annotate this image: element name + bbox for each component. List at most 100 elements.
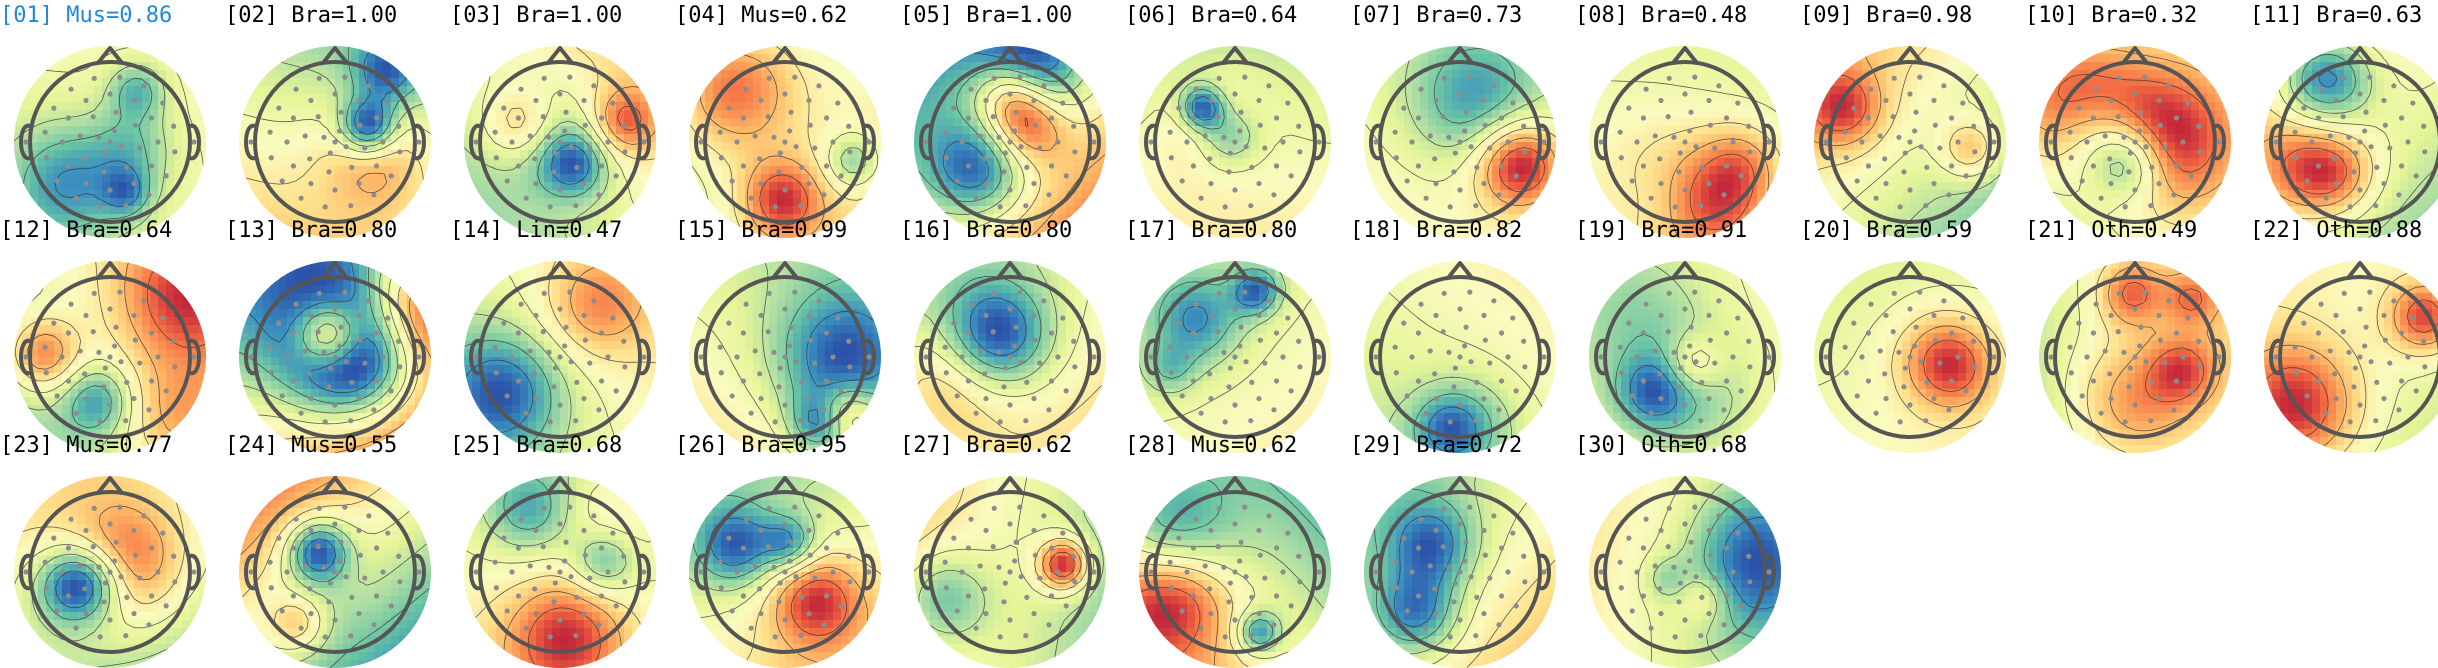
field-cell xyxy=(1187,46,1196,55)
component-topomap-02[interactable]: [02] Bra=1.00 xyxy=(225,2,445,238)
field-cell xyxy=(38,118,47,127)
field-cell xyxy=(1757,46,1766,55)
field-cell xyxy=(994,110,1003,119)
field-cell xyxy=(343,206,352,215)
field-cell xyxy=(504,126,513,135)
component-topomap-03[interactable]: [03] Bra=1.00 xyxy=(450,2,670,238)
field-cell xyxy=(1026,78,1035,87)
field-cell xyxy=(1460,182,1469,191)
field-cell xyxy=(271,198,280,207)
field-cell xyxy=(1219,46,1228,55)
field-cell xyxy=(1050,190,1059,199)
component-topomap-06[interactable]: [06] Bra=0.64 xyxy=(1125,2,1345,238)
field-cell xyxy=(303,166,312,175)
field-cell xyxy=(1243,94,1252,103)
field-cell xyxy=(271,102,280,111)
field-cell xyxy=(1018,134,1027,143)
field-cell xyxy=(536,198,545,207)
field-cell xyxy=(198,190,206,199)
field-cell xyxy=(271,110,280,119)
field-cell xyxy=(697,54,706,63)
field-cell xyxy=(632,174,641,183)
field-cell xyxy=(118,78,127,87)
field-cell xyxy=(1685,150,1694,159)
field-cell xyxy=(1420,94,1429,103)
field-cell xyxy=(464,150,473,159)
field-cell xyxy=(1090,54,1099,63)
field-cell xyxy=(697,182,706,191)
field-cell xyxy=(1388,166,1397,175)
field-cell xyxy=(1637,142,1646,151)
field-cell xyxy=(1725,166,1734,175)
field-cell xyxy=(1452,142,1461,151)
sensor-dot xyxy=(124,164,130,170)
field-cell xyxy=(335,62,344,71)
field-cell xyxy=(351,230,360,238)
field-cell xyxy=(1653,46,1662,55)
field-cell xyxy=(118,110,127,119)
component-topomap-05[interactable]: [05] Bra=1.00 xyxy=(900,2,1120,238)
field-cell xyxy=(182,54,191,63)
field-cell xyxy=(1621,134,1630,143)
field-cell xyxy=(624,110,633,119)
component-topomap-01[interactable]: [01] Mus=0.86 xyxy=(0,2,220,238)
field-cell xyxy=(648,62,656,71)
field-cell xyxy=(1420,110,1429,119)
field-cell xyxy=(689,78,698,87)
component-topomap-04[interactable]: [04] Mus=0.62 xyxy=(675,2,895,238)
sensor-dot xyxy=(1451,169,1457,175)
field-cell xyxy=(552,118,561,127)
field-cell xyxy=(954,174,963,183)
component-topomap-08[interactable]: [08] Bra=0.48 xyxy=(1575,2,1795,238)
field-cell xyxy=(938,54,947,63)
field-cell xyxy=(1709,190,1718,199)
field-cell xyxy=(753,110,762,119)
field-cell xyxy=(954,190,963,199)
field-cell xyxy=(1090,78,1099,87)
field-cell xyxy=(1508,166,1517,175)
field-cell xyxy=(608,110,617,119)
field-cell xyxy=(994,86,1003,95)
field-cell xyxy=(1444,158,1453,167)
field-cell xyxy=(1299,206,1308,215)
sensor-dot xyxy=(171,123,177,129)
field-cell xyxy=(1243,86,1252,95)
field-cell xyxy=(383,102,392,111)
field-cell xyxy=(1171,62,1180,71)
field-cell xyxy=(1050,110,1059,119)
field-cell xyxy=(544,142,553,151)
sensor-dot xyxy=(557,187,563,193)
field-cell xyxy=(914,62,923,71)
field-cell xyxy=(46,206,55,215)
field-cell xyxy=(1002,118,1011,127)
field-cell xyxy=(841,134,850,143)
field-cell xyxy=(962,174,971,183)
sensor-dot xyxy=(866,139,872,145)
field-cell xyxy=(520,62,529,71)
field-cell xyxy=(271,94,280,103)
field-cell xyxy=(1677,214,1686,223)
field-cell xyxy=(367,214,376,223)
field-cell xyxy=(1725,86,1734,95)
field-cell xyxy=(1211,126,1220,135)
field-cell xyxy=(1227,78,1236,87)
field-cell xyxy=(1066,150,1075,159)
field-cell xyxy=(271,62,280,71)
field-cell xyxy=(729,214,738,223)
field-cell xyxy=(1749,134,1758,143)
field-cell xyxy=(110,54,119,63)
field-cell xyxy=(295,110,304,119)
scalp-topomap xyxy=(689,46,881,238)
field-cell xyxy=(1074,118,1083,127)
field-cell xyxy=(1315,94,1324,103)
field-cell xyxy=(1653,142,1662,151)
field-cell xyxy=(914,182,923,191)
field-cell xyxy=(962,126,971,135)
sensor-dot xyxy=(118,144,124,150)
component-topomap-07[interactable]: [07] Bra=0.73 xyxy=(1350,2,1570,238)
field-cell xyxy=(857,78,866,87)
field-cell xyxy=(1685,94,1694,103)
sensor-dot xyxy=(726,105,732,111)
field-cell xyxy=(1412,118,1421,127)
field-cell xyxy=(1468,94,1477,103)
